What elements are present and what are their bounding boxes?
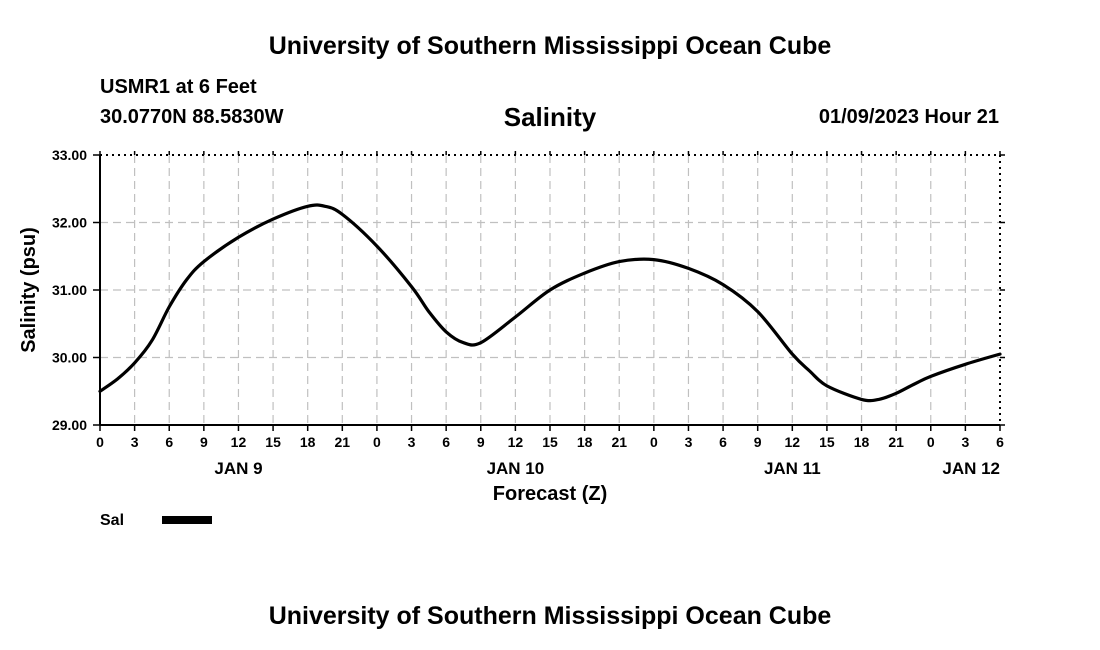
x-tick-label: 6	[996, 434, 1004, 450]
page-title: University of Southern Mississippi Ocean…	[268, 32, 832, 60]
x-tick-label: 12	[785, 434, 801, 450]
x-tick-label: 3	[408, 434, 416, 450]
coordinates-label: 30.0770N 88.5830W	[100, 106, 284, 128]
x-tick-label: 6	[442, 434, 450, 450]
date-label: JAN 9	[214, 459, 262, 478]
date-label: JAN 10	[487, 459, 545, 478]
x-tick-label: 15	[819, 434, 835, 450]
x-tick-label: 12	[508, 434, 524, 450]
timestamp-label: 01/09/2023 Hour 21	[818, 106, 999, 128]
x-tick-label: 0	[96, 434, 104, 450]
x-tick-label: 9	[477, 434, 485, 450]
x-tick-label: 6	[719, 434, 727, 450]
x-tick-label: 21	[335, 434, 351, 450]
chart-title: Salinity	[503, 102, 597, 132]
x-tick-label: 15	[265, 434, 281, 450]
legend: Sal	[100, 512, 212, 529]
x-tick-label: 21	[888, 434, 904, 450]
date-label: JAN 12	[942, 459, 1000, 478]
series-line-sal	[98, 203, 1002, 403]
station-label: USMR1 at 6 Feet	[100, 76, 257, 98]
x-tick-label: 18	[300, 434, 316, 450]
x-tick-label: 18	[854, 434, 870, 450]
x-tick-label: 9	[754, 434, 762, 450]
y-axis-title: Salinity (psu)	[18, 227, 40, 353]
x-tick-label: 0	[650, 434, 658, 450]
x-tick-label: 0	[373, 434, 381, 450]
y-tick-label: 31.00	[52, 282, 87, 298]
x-tick-label: 0	[927, 434, 935, 450]
x-tick-label: 3	[961, 434, 969, 450]
legend-label: Sal	[100, 512, 124, 529]
grid-lines	[100, 155, 1000, 425]
series-layer	[98, 203, 1002, 403]
axes	[93, 151, 1005, 431]
y-tick-label: 30.00	[52, 350, 87, 366]
x-axis-title: Forecast (Z)	[493, 483, 607, 505]
footer-title: University of Southern Mississippi Ocean…	[268, 602, 832, 630]
x-tick-label: 3	[131, 434, 139, 450]
x-tick-label: 18	[577, 434, 593, 450]
x-tick-label: 12	[231, 434, 247, 450]
x-tick-label: 6	[165, 434, 173, 450]
axis-labels: 0 3 6 9 12 15 18 21 0 3 6 9 12 15 18 21 0 3 6 9 12 15 18 21 0 3 6 2…	[18, 147, 1004, 505]
date-label: JAN 11	[764, 459, 821, 478]
x-tick-label: 21	[611, 434, 627, 450]
y-tick-label: 32.00	[52, 215, 87, 231]
x-tick-label: 3	[685, 434, 693, 450]
y-tick-label: 33.00	[52, 147, 87, 163]
x-tick-label: 9	[200, 434, 208, 450]
x-tick-label: 15	[542, 434, 558, 450]
y-tick-label: 29.00	[52, 417, 87, 433]
